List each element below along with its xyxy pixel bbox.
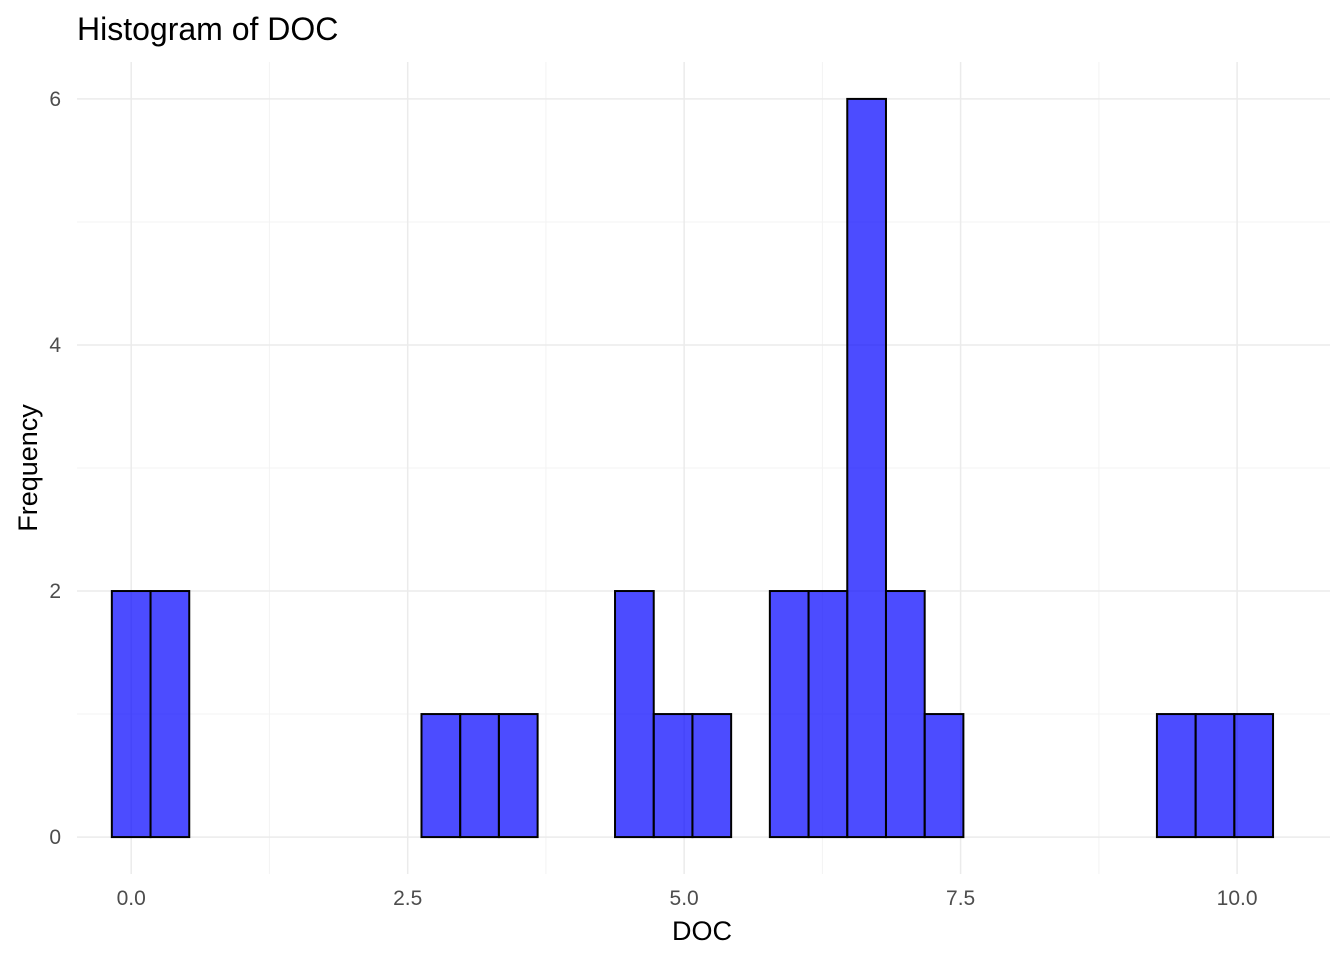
y-tick-label: 6 [49,88,61,111]
x-tick-label: 2.5 [393,887,422,910]
histogram-bar-19 [846,97,887,839]
histogram-bar-20 [884,590,926,839]
histogram-bar-1 [149,590,191,839]
histogram-bar-18 [807,590,849,839]
y-tick-label: 2 [49,580,61,603]
y-tick-label: 0 [49,826,61,849]
x-tick-label: 5.0 [670,887,699,910]
x-axis-title: DOC [672,916,732,946]
histogram-bar-29 [1233,713,1275,839]
histogram-bar-13 [614,590,655,839]
histogram-bar-10 [497,713,539,839]
x-tick-label: 10.0 [1217,887,1258,910]
bars [110,97,1275,839]
x-tick-label: 0.0 [117,887,146,910]
histogram-bar-27 [1155,713,1197,839]
histogram-bar-28 [1194,713,1236,839]
histogram-bar-21 [923,713,965,839]
chart-title: Histogram of DOC [77,11,338,47]
x-axis-ticks: 0.0 2.5 5.0 7.5 10.0 [117,887,1258,910]
histogram-bar-8 [420,713,462,839]
y-axis-title: Frequency [13,404,43,532]
x-tick-label: 7.5 [946,887,975,910]
histogram-bar-14 [652,713,694,839]
histogram-bar-17 [768,590,810,839]
histogram-bar-15 [691,713,733,839]
y-tick-label: 4 [49,334,61,357]
histogram-bar-9 [459,713,500,839]
histogram-bar-0 [110,590,152,839]
y-axis-ticks: 0 2 4 6 [49,88,61,849]
